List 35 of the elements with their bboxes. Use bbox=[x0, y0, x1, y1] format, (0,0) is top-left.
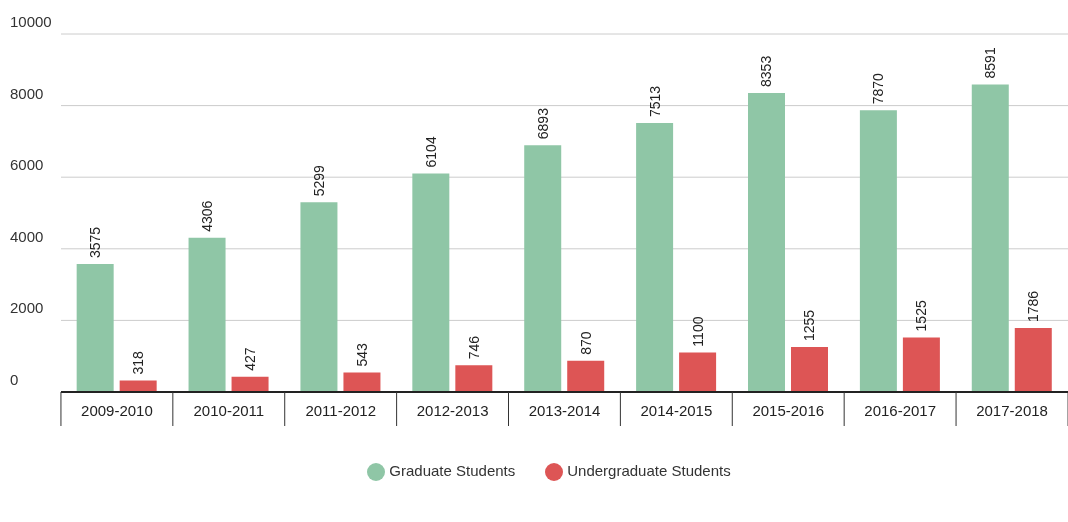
y-tick-label: 6000 bbox=[10, 156, 44, 174]
x-tick-label: 2011-2012 bbox=[305, 402, 377, 419]
legend-label: Graduate Students bbox=[389, 462, 516, 479]
x-tick-label: 2009-2010 bbox=[81, 402, 153, 419]
data-label: 6104 bbox=[422, 136, 439, 168]
data-label: 5299 bbox=[310, 164, 327, 197]
data-label: 3575 bbox=[87, 226, 104, 259]
y-tick-label: 4000 bbox=[10, 227, 44, 245]
data-label: 1525 bbox=[913, 300, 930, 332]
y-tick-label: 2000 bbox=[10, 299, 44, 317]
x-tick-label: 2017-2018 bbox=[976, 402, 1048, 419]
x-tick-label: 2014-2015 bbox=[640, 402, 713, 419]
x-tick-label: 2010-2011 bbox=[193, 402, 265, 419]
data-label: 427 bbox=[242, 347, 259, 371]
data-label: 318 bbox=[130, 351, 147, 375]
data-label: 7870 bbox=[870, 72, 887, 105]
data-label: 6893 bbox=[534, 107, 551, 140]
data-label: 1786 bbox=[1025, 290, 1042, 323]
data-label: 7513 bbox=[646, 85, 663, 118]
x-tick-label: 2015-2016 bbox=[752, 402, 825, 419]
x-tick-label: 2012-2013 bbox=[416, 402, 489, 419]
legend-label: Undergraduate Students bbox=[567, 462, 731, 479]
data-label: 543 bbox=[353, 342, 370, 367]
data-label: 4306 bbox=[199, 200, 216, 232]
data-label: 1100 bbox=[689, 316, 706, 347]
y-tick-label: 0 bbox=[10, 371, 19, 388]
data-label: 870 bbox=[577, 331, 594, 355]
y-tick-label: 10000 bbox=[10, 13, 52, 30]
y-tick-label: 8000 bbox=[10, 84, 44, 102]
data-label: 8591 bbox=[982, 47, 999, 79]
data-label: 8353 bbox=[758, 55, 775, 87]
x-tick-label: 2013-2014 bbox=[528, 402, 601, 419]
data-label: 1255 bbox=[801, 309, 818, 342]
x-tick-label: 2016-2017 bbox=[864, 402, 937, 419]
data-label: 746 bbox=[465, 335, 482, 360]
